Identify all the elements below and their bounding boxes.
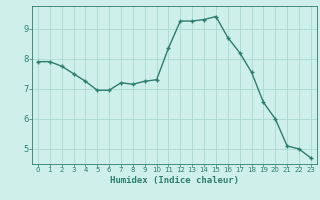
X-axis label: Humidex (Indice chaleur): Humidex (Indice chaleur) [110,176,239,185]
